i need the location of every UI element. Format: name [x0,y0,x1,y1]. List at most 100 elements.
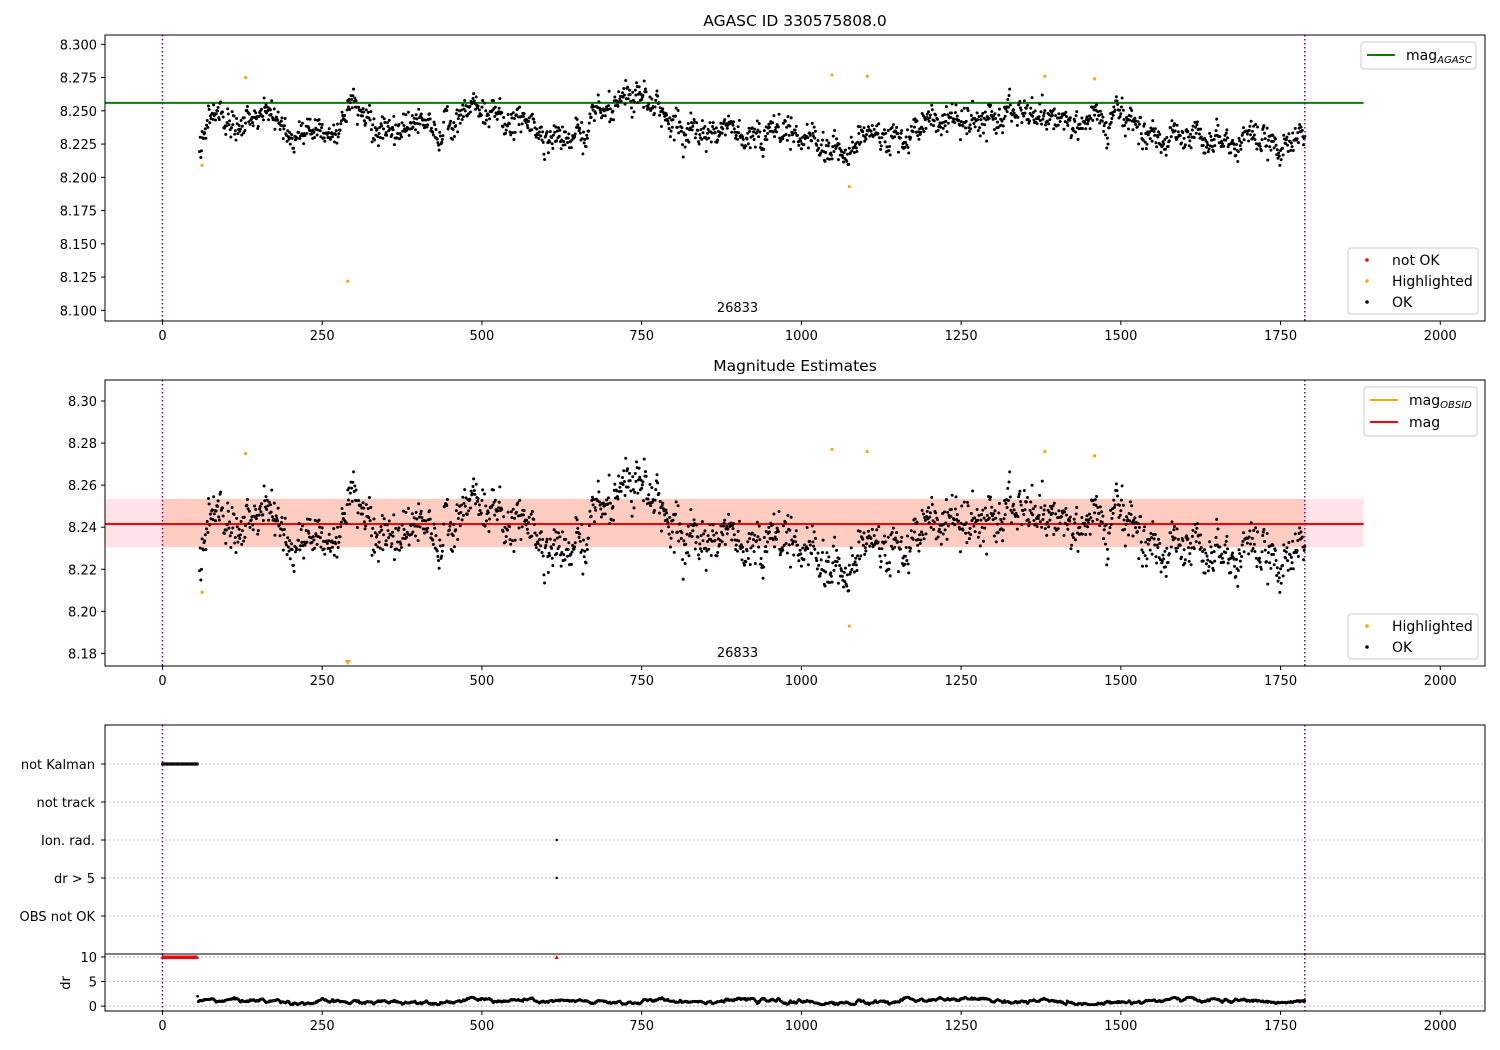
ok-point [319,545,323,549]
ok-point [893,135,897,139]
ok-point [1281,574,1285,578]
ok-point [731,527,735,531]
ok-point [1100,520,1104,524]
ok-point [1109,522,1113,526]
ok-point [882,534,886,538]
p2-xtick-label: 1750 [1264,674,1297,689]
ok-point [276,110,280,114]
ok-point [878,140,882,144]
ok-point [1277,151,1281,155]
ok-point [242,131,246,135]
ok-point [312,130,316,134]
ok-point [452,545,456,549]
ok-point [445,105,449,109]
ok-point [258,504,262,508]
ok-point [1116,102,1120,106]
ok-point [623,494,627,498]
ok-point [1087,518,1091,522]
ok-point [1102,537,1106,541]
ok-point [993,112,997,116]
ok-point [967,531,971,535]
ok-point [221,110,225,114]
ok-point [380,528,384,532]
ok-point [594,111,598,115]
ok-point [1073,130,1077,134]
ok-point [736,529,740,533]
ok-point [697,557,701,561]
ok-point [877,136,881,140]
ok-point [1024,106,1028,110]
ok-point [1296,554,1300,558]
ok-point [1083,524,1087,528]
ok-point [1187,546,1191,550]
ok-point [1098,524,1102,528]
ok-point [1265,144,1268,148]
ok-point [633,100,637,104]
ok-point [816,551,820,555]
ok-point [879,144,883,148]
ok-point [965,541,969,545]
ok-point [1078,122,1082,126]
ok-point [291,563,295,567]
ok-point [1207,147,1211,151]
ok-point [1141,564,1145,568]
ok-point [1229,571,1233,575]
ok-point [852,150,856,154]
ok-point [216,499,220,503]
ok-point [666,119,670,123]
ok-point [451,137,455,141]
ok-point [1027,119,1031,123]
ok-point [374,543,378,547]
ok-point [919,538,923,542]
ok-point [1068,519,1072,523]
ok-point [550,142,554,146]
ok-point [1059,515,1063,519]
ok-point [451,549,455,553]
ok-point [222,126,226,130]
ok-point [419,512,423,516]
ok-point [684,542,688,546]
ok-point [345,120,348,124]
ok-point [655,473,659,477]
ok-point [679,129,683,133]
ok-point [537,538,541,542]
ok-point [1296,539,1300,543]
ok-point [1002,117,1006,121]
ok-point [674,500,678,504]
ok-point [612,118,616,122]
ok-point [552,528,556,532]
ok-point [1210,138,1214,142]
highlighted-point [847,624,851,628]
ok-point [1145,557,1149,561]
ok-point [1148,538,1152,542]
ok-point [612,518,616,522]
highlighted-point [865,449,869,454]
ok-point [461,513,465,517]
ok-point [1192,136,1196,140]
ok-point [1194,131,1198,135]
ok-point [290,548,294,552]
ok-point [543,546,547,550]
ok-point [1026,518,1030,522]
ok-point [386,529,390,533]
ok-point [1201,144,1205,148]
ok-point [682,539,686,543]
ok-point [950,102,954,106]
ok-point [992,512,996,516]
ok-point [1015,527,1019,531]
ok-point [854,563,858,567]
ok-point [573,545,577,549]
ok-point [966,500,969,504]
ok-point [1289,148,1293,152]
ok-point [1047,122,1051,126]
ok-point [299,528,303,532]
ok-point [383,120,387,124]
ok-point [699,534,703,538]
ok-point [566,140,570,144]
flag-row-label: not Kalman [21,758,95,773]
ok-point [473,101,477,105]
ok-point [562,139,566,143]
ok-point [456,516,460,520]
ok-point [247,522,251,526]
